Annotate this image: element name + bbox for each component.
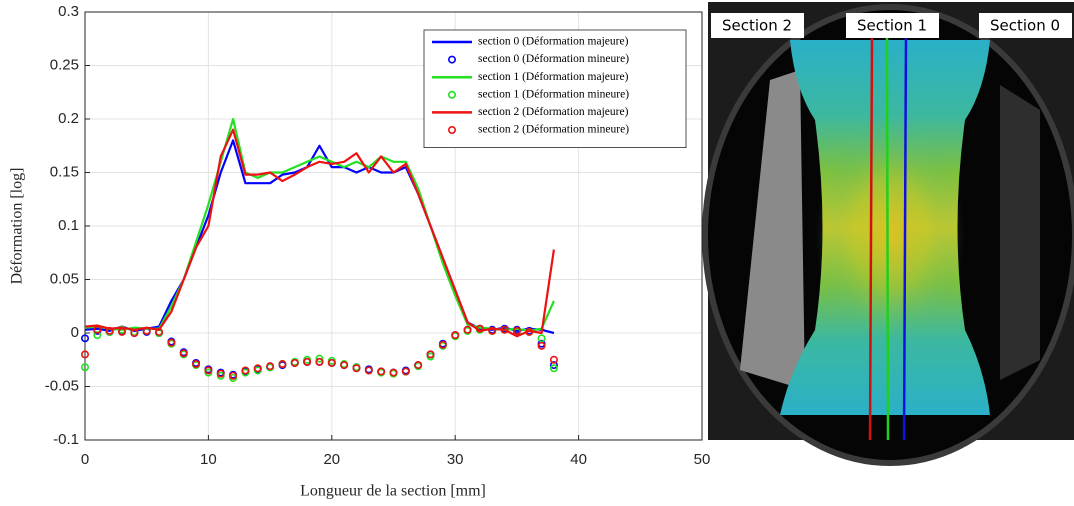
series-line <box>84 117 555 332</box>
section-label: Section 1 <box>857 17 927 35</box>
marker <box>475 324 484 333</box>
specimen-image: Section 2 Section 1 Section 0 <box>702 2 1074 466</box>
marker <box>364 366 373 375</box>
x-tick-label: 40 <box>570 451 587 468</box>
y-tick-label: 0.25 <box>50 56 79 73</box>
strain-hotspot <box>815 125 965 345</box>
marker <box>105 326 114 335</box>
marker <box>327 358 336 367</box>
y-tick-label: 0 <box>71 324 79 341</box>
marker <box>130 328 139 337</box>
y-tick-label: 0.2 <box>58 110 79 127</box>
grip-right <box>1000 85 1040 380</box>
legend-label: section 0 (Déformation mineure) <box>478 53 629 65</box>
label-box <box>979 13 1072 38</box>
marker <box>81 334 90 343</box>
marker <box>500 325 509 334</box>
marker <box>81 350 90 359</box>
y-tick-label: 0.1 <box>58 217 79 234</box>
marker <box>229 371 238 380</box>
marker <box>303 357 312 366</box>
marker <box>401 367 410 376</box>
y-tick-label: -0.05 <box>45 377 79 394</box>
marker <box>179 349 188 358</box>
marker <box>438 340 447 349</box>
legend-label: section 0 (Déformation majeure) <box>478 36 629 48</box>
marker <box>537 341 546 350</box>
marker <box>253 364 262 373</box>
marker <box>167 338 176 347</box>
y-tick-label: -0.1 <box>53 431 79 448</box>
section-line <box>902 34 908 441</box>
marker <box>549 361 558 370</box>
marker <box>512 326 521 335</box>
section-label: Section 0 <box>990 17 1060 35</box>
marker <box>488 326 497 335</box>
marker <box>204 366 213 375</box>
marker <box>315 357 324 366</box>
y-tick-label: 0.05 <box>50 270 79 287</box>
marker <box>414 361 423 370</box>
marker <box>549 364 558 373</box>
marker <box>340 361 349 370</box>
marker <box>426 350 435 359</box>
legend-marker <box>447 55 456 64</box>
marker <box>93 325 102 334</box>
legend-label: section 1 (Déformation majeure) <box>478 71 629 83</box>
marker <box>352 364 361 373</box>
legend-label: section 1 (Déformation mineure) <box>478 88 629 100</box>
label-box <box>711 13 804 38</box>
marker <box>192 360 201 369</box>
x-tick-label: 50 <box>694 451 711 468</box>
legend-marker <box>447 90 456 99</box>
legend-marker <box>447 126 456 135</box>
series-line <box>84 128 556 338</box>
label-box <box>846 13 939 38</box>
grip-left <box>740 70 805 390</box>
x-tick-label: 20 <box>323 451 340 468</box>
marker <box>241 366 250 375</box>
plot-frame <box>84 11 703 441</box>
legend-box <box>423 29 687 148</box>
marker <box>290 358 299 367</box>
marker <box>315 354 324 363</box>
marker <box>389 368 398 377</box>
marker <box>93 331 102 340</box>
x-tick-label: 10 <box>200 451 217 468</box>
marker <box>81 363 90 372</box>
marker <box>216 369 225 378</box>
marker <box>451 331 460 340</box>
section-line <box>868 34 874 441</box>
marker <box>463 325 472 334</box>
y-axis-label: Déformation [log] <box>9 168 26 285</box>
x-tick-label: 30 <box>447 451 464 468</box>
marker <box>549 355 558 364</box>
marker <box>142 326 151 335</box>
marker <box>537 334 546 343</box>
legend-label: section 2 (Déformation majeure) <box>478 106 629 118</box>
marker <box>525 327 534 336</box>
section-line <box>885 34 890 441</box>
legend-label: section 2 (Déformation mineure) <box>478 124 629 136</box>
marker <box>266 362 275 371</box>
marker <box>118 327 127 336</box>
section-label: Section 2 <box>722 17 792 35</box>
y-tick-label: 0.3 <box>58 3 79 20</box>
marker <box>155 327 164 336</box>
marker <box>278 360 287 369</box>
x-tick-label: 0 <box>81 451 89 468</box>
y-tick-label: 0.15 <box>50 163 79 180</box>
x-axis-label: Longueur de la section [mm] <box>300 483 486 500</box>
marker <box>377 367 386 376</box>
